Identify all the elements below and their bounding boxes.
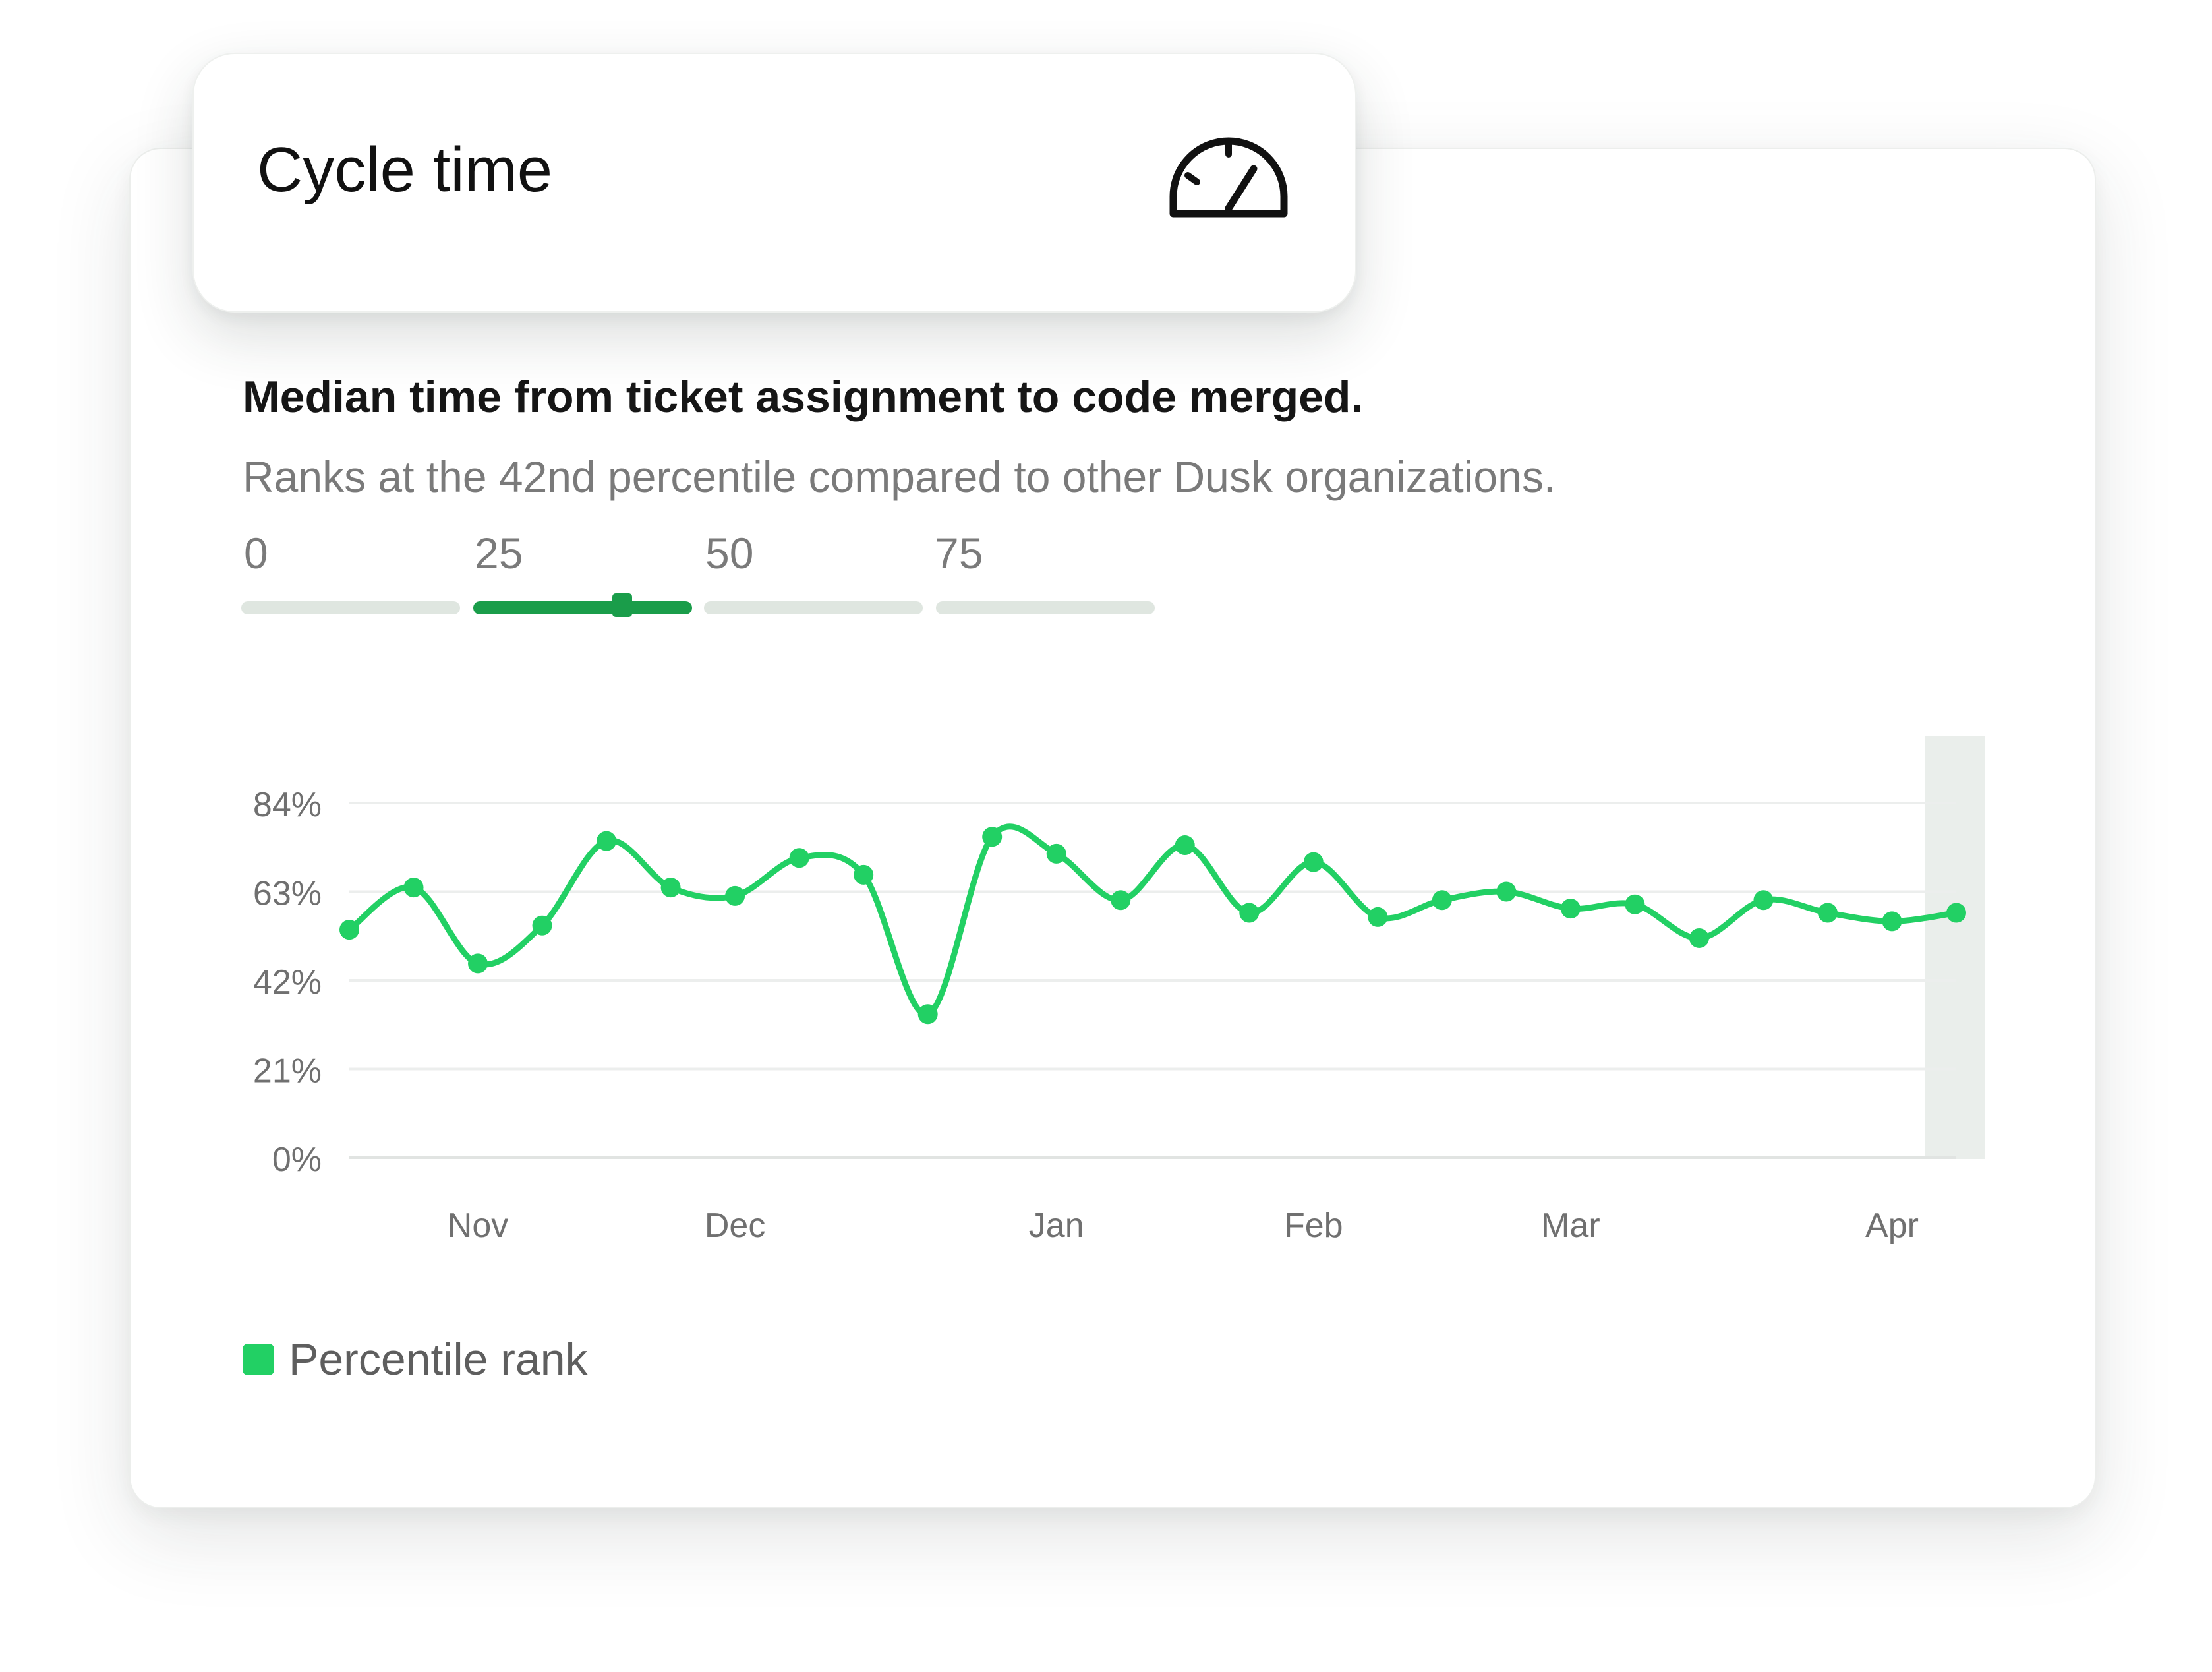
percentile-summary: Ranks at the 42nd percentile compared to… [243,452,1556,501]
scale-label-0: 0 [244,529,268,578]
scale-label-25: 25 [475,529,523,578]
metric-card [129,148,2096,1508]
card-title: Cycle time [257,134,553,205]
speedometer-icon [1169,137,1288,218]
legend-swatch [243,1344,274,1375]
title-card: Cycle time [192,53,1356,313]
legend-label: Percentile rank [289,1334,588,1385]
scale-segment-25-50 [473,601,692,614]
scale-label-75: 75 [935,529,983,578]
scale-segment-50-75 [704,601,923,614]
chart-legend: Percentile rank [243,1333,588,1386]
metric-description: Median time from ticket assignment to co… [243,372,1364,422]
percentile-scale: 0 25 50 75 [241,531,1164,624]
scale-label-50: 50 [705,529,754,578]
scale-segment-0-25 [241,601,460,614]
scale-segment-75-100 [936,601,1155,614]
percentile-marker [612,593,632,617]
